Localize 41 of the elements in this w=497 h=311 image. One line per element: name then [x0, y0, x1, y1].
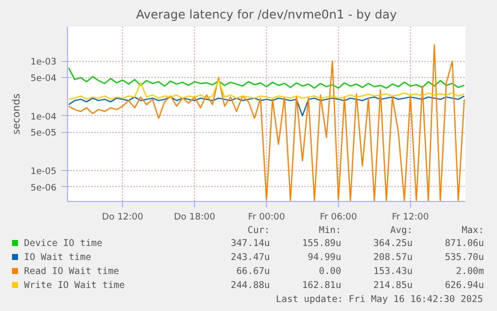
- line-series: [68, 95, 465, 116]
- y-tick-label: 1e-05: [30, 166, 57, 177]
- text: Max:: [460, 225, 484, 237]
- legend-label: Device IO time: [23, 237, 104, 251]
- text: 243.47u: [230, 251, 270, 265]
- text: 871.06u: [444, 237, 484, 251]
- text: 364.25u: [372, 237, 413, 251]
- chart-title: Average latency for /dev/nvme0n1 - by day: [136, 8, 397, 22]
- text: 94.99u: [306, 251, 342, 265]
- text: 244.88u: [230, 279, 270, 293]
- text: 0.00: [318, 265, 342, 279]
- text: 162.81u: [301, 279, 342, 293]
- y-tick-label: 5e-06: [30, 183, 57, 194]
- text: 626.94u: [444, 279, 484, 293]
- x-tick-label: Do 18:00: [174, 212, 216, 222]
- legend-label: Write IO Wait time: [23, 279, 126, 293]
- y-tick-label: 1e-04: [30, 112, 57, 122]
- text: 153.43u: [372, 265, 413, 279]
- x-tick-label: Fr 12:00: [392, 212, 430, 222]
- text: 535.70u: [444, 251, 484, 265]
- line-series: [68, 67, 465, 89]
- text: Cur:: [246, 225, 270, 237]
- x-tick-label: Fr 00:00: [248, 212, 286, 222]
- text: Avg:: [389, 225, 413, 237]
- text: 214.85u: [372, 279, 413, 293]
- text: 347.14u: [230, 237, 270, 251]
- text: 208.57u: [372, 251, 413, 265]
- legend-label: Read IO Wait time: [23, 265, 120, 279]
- legend-label: IO Wait time: [23, 251, 92, 265]
- y-tick-label: 5e-05: [30, 128, 57, 139]
- text: 66.67u: [235, 265, 270, 279]
- line-series: [68, 79, 465, 100]
- y-axis-title: seconds: [12, 94, 23, 134]
- text: Min:: [318, 225, 342, 237]
- x-tick-label: Fr 06:00: [320, 212, 358, 222]
- text: 155.89u: [301, 237, 342, 251]
- y-tick-label: 1e-03: [30, 58, 57, 68]
- x-tick-label: Do 12:00: [102, 212, 144, 222]
- text: Last update: Fri May 16 16:42:30 2025: [274, 293, 484, 307]
- text: 2.00m: [455, 265, 484, 279]
- y-tick-label: 5e-04: [30, 74, 57, 84]
